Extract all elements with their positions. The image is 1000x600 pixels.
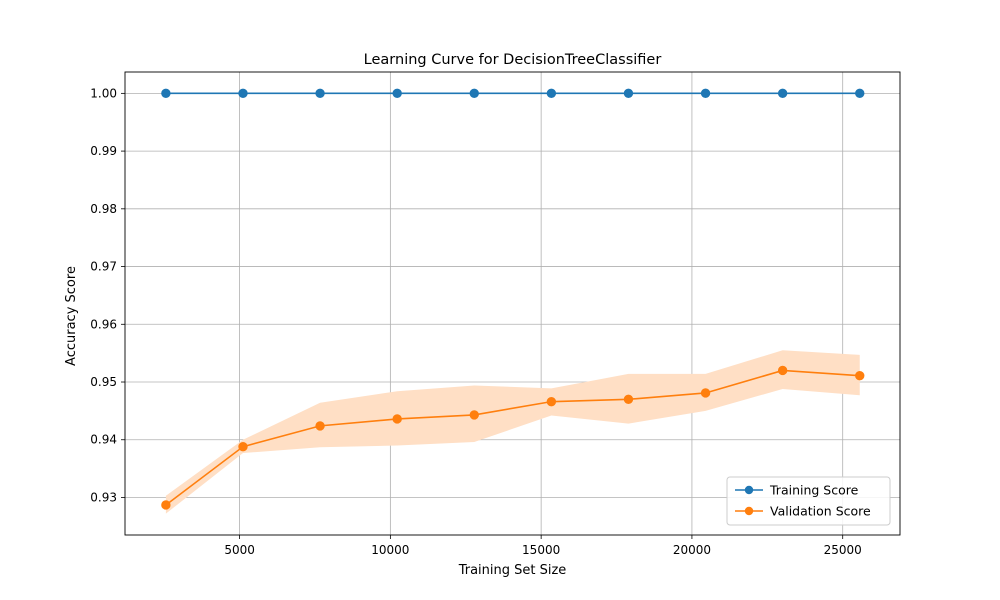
confidence-band-1 [165, 350, 860, 514]
data-point [469, 410, 479, 420]
legend: Training Score Validation Score [726, 476, 891, 526]
data-point [700, 388, 711, 398]
data-point [623, 88, 634, 99]
data-point [777, 365, 788, 376]
data-point [623, 394, 634, 405]
data-point [855, 88, 865, 99]
legend-swatch-marker [744, 506, 754, 516]
legend-swatch-marker [744, 485, 754, 495]
data-point [315, 88, 325, 99]
data-point [546, 88, 557, 99]
y-axis-ticks: 0.93 0.94 0.95 0.96 0.97 0.98 0.99 1.00 [90, 86, 125, 504]
y-tick-label: 0.99 [90, 144, 117, 158]
data-point [161, 88, 171, 99]
x-tick-label: 20000 [673, 543, 711, 557]
legend-box [726, 476, 891, 526]
confidence-bands [165, 350, 860, 514]
y-tick-label: 0.96 [90, 317, 117, 331]
data-point [392, 414, 402, 424]
series-line-1 [165, 369, 860, 506]
data-point [238, 88, 248, 99]
x-axis-ticks: 5000 10000 15000 20000 25000 [224, 535, 862, 557]
data-point [392, 88, 402, 99]
y-tick-label: 0.94 [90, 433, 117, 447]
data-point [315, 421, 325, 431]
data-point [777, 88, 788, 99]
x-tick-label: 5000 [224, 543, 255, 557]
data-point [161, 500, 171, 510]
legend-label: Validation Score [770, 504, 871, 519]
x-axis-label: Training Set Size [458, 563, 567, 578]
grid-lines [125, 72, 900, 535]
data-point [700, 88, 711, 99]
data-point [546, 396, 557, 407]
y-tick-label: 0.98 [90, 202, 117, 216]
series-lines [161, 88, 865, 510]
y-axis-label: Accuracy Score [64, 266, 79, 366]
axes [124, 71, 901, 536]
x-tick-label: 10000 [371, 543, 409, 557]
plot-frame [124, 71, 901, 536]
legend-label: Training Score [769, 483, 859, 498]
y-tick-label: 1.00 [90, 86, 117, 100]
x-tick-label: 25000 [824, 543, 862, 557]
data-point [469, 88, 479, 99]
y-tick-label: 0.93 [90, 490, 117, 504]
data-point [238, 441, 248, 452]
data-point [855, 370, 865, 381]
x-tick-label: 15000 [522, 543, 560, 557]
y-tick-label: 0.97 [90, 260, 117, 274]
chart-title: Learning Curve for DecisionTreeClassifie… [364, 52, 662, 68]
y-tick-label: 0.95 [90, 375, 117, 389]
